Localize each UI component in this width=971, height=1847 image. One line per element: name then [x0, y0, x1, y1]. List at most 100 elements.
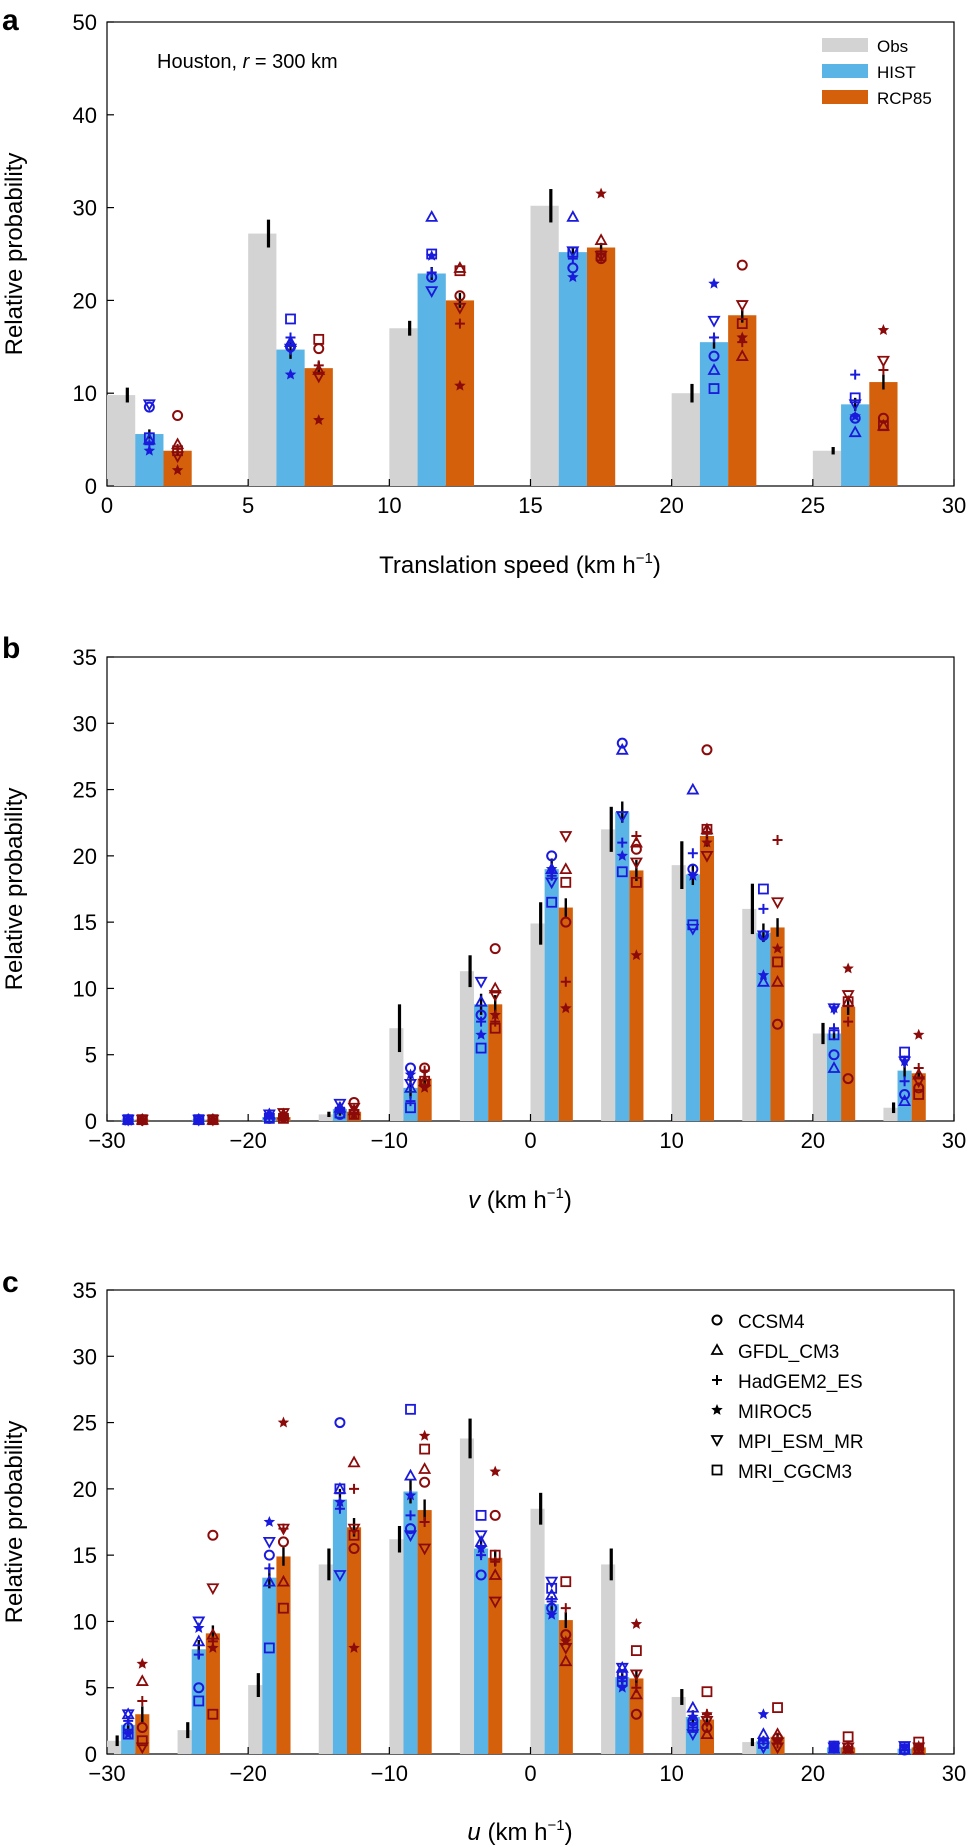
marker-b-rcp85-hadgem2_es-9 — [772, 834, 783, 845]
ytick-label-c-6: 30 — [73, 1344, 97, 1369]
marker-b-rcp85-ccsm4-9 — [772, 1018, 784, 1030]
annotation-a: Houston, r = 300 km — [157, 51, 338, 73]
xtick-label-b-5: 20 — [801, 1128, 825, 1153]
ytick-label-c-3: 15 — [73, 1543, 97, 1568]
bar-c-obs-7 — [601, 1564, 616, 1754]
marker-a-rcp85-mpi_esm_mr-1 — [312, 371, 326, 384]
legend-marker-hadgem2_es — [712, 1375, 722, 1385]
marker-c-hist-mpi_esm_mr-8 — [686, 1729, 700, 1741]
bar-b-obs-8 — [671, 865, 686, 1121]
marker-a-rcp85-mri_cgcm3-2 — [454, 265, 466, 277]
marker-a-hist-miroc5-3 — [567, 271, 579, 283]
marker-c-rcp85-mpi_esm_mr-4 — [418, 1543, 432, 1556]
xtick-label-a-5: 25 — [801, 493, 825, 518]
marker-b-rcp85-mpi_esm_mr-7 — [629, 857, 643, 870]
marker-c-hist-mri_cgcm3-8 — [687, 1722, 699, 1733]
marker-b-hist-hadgem2_es-5 — [476, 1016, 487, 1027]
marker-a-rcp85-hadgem2_es-1 — [313, 360, 324, 371]
bar-a-obs-3 — [530, 205, 559, 487]
marker-c-rcp85-miroc5-7 — [630, 1618, 643, 1629]
xtick-label-c-4: 10 — [659, 1761, 683, 1786]
legend-label-miroc5: MIROC5 — [738, 1402, 812, 1423]
marker-c-hist-miroc5-4 — [404, 1489, 417, 1501]
marker-a-hist-mri_cgcm3-2 — [426, 248, 438, 260]
marker-b-hist-gfdl_cm3-7 — [615, 742, 629, 755]
bar-c-hist-6 — [544, 1604, 559, 1754]
marker-a-rcp85-miroc5-5 — [877, 324, 890, 335]
panel-c: c CCSM4 GFDL_CM3 HadGEM2_ES MIROC5 MPI_ESM_M… — [1, 1266, 966, 1846]
xtick-label-a-4: 20 — [659, 493, 683, 518]
panel-label-c: c — [2, 1266, 19, 1299]
marker-c-hist-miroc5-6 — [545, 1608, 558, 1620]
bar-b-hist-6 — [544, 869, 559, 1121]
marker-b-rcp85-mpi_esm_mr-8 — [700, 850, 714, 863]
marker-a-rcp85-miroc5-1 — [312, 414, 325, 426]
marker-c-hist-hadgem2_es-1 — [193, 1649, 204, 1660]
ytick-label-b-4: 20 — [73, 844, 97, 869]
marker-b-rcp85-miroc5-9 — [771, 942, 784, 954]
marker-c-rcp85-mri_cgcm3-0 — [136, 1735, 148, 1747]
marker-b-hist-mri_cgcm3-3 — [334, 1107, 346, 1119]
xtick-label-a-3: 15 — [518, 493, 542, 518]
ytick-label-a-1: 10 — [73, 381, 97, 406]
marker-b-hist-mri_cgcm3-6 — [546, 896, 558, 908]
marker-b-rcp85-mri_cgcm3-1 — [207, 1114, 219, 1126]
marker-c-rcp85-mpi_esm_mr-10 — [841, 1742, 855, 1755]
marker-b-hist-gfdl_cm3-10 — [827, 1061, 841, 1073]
legend-label-obs: Obs — [877, 37, 908, 56]
marker-b-hist-miroc5-4 — [404, 1068, 417, 1080]
xlabel-a: Translation speed (km h−1) — [379, 550, 661, 579]
marker-b-hist-hadgem2_es-8 — [687, 848, 698, 859]
marker-a-hist-mri_cgcm3-1 — [285, 313, 296, 325]
marker-c-hist-mri_cgcm3-1 — [193, 1695, 205, 1707]
axes-a: 0 5 10 15 20 25 30 0 10 20 30 40 50 — [73, 10, 967, 518]
xtick-label-b-0: −30 — [88, 1128, 125, 1153]
marker-b-rcp85-hadgem2_es-7 — [631, 830, 642, 841]
bar-b-rcp85-10 — [841, 1006, 856, 1121]
marker-b-rcp85-gfdl_cm3-11 — [912, 1067, 926, 1080]
marker-a-hist-miroc5-4 — [708, 277, 720, 289]
xtick-label-c-3: 0 — [524, 1761, 536, 1786]
marker-a-hist-mpi_esm_mr-0 — [142, 399, 156, 412]
marker-c-hist-ccsm4-4 — [405, 1523, 417, 1535]
xtick-label-a-2: 10 — [377, 493, 401, 518]
ylabel-b: Relative probability — [1, 788, 28, 991]
legend-label-hadgem2_es: HadGEM2_ES — [738, 1372, 863, 1393]
marker-b-hist-gfdl_cm3-4 — [403, 1081, 418, 1093]
marker-c-hist-hadgem2_es-2 — [264, 1563, 275, 1574]
legend-swatch-hist — [822, 64, 868, 78]
marker-c-rcp85-mri_cgcm3-6 — [560, 1576, 572, 1588]
bar-b-obs-11 — [883, 1107, 898, 1121]
marker-c-rcp85-mri_cgcm3-1 — [207, 1708, 219, 1720]
marker-a-rcp85-mpi_esm_mr-5 — [876, 355, 890, 368]
marker-c-hist-hadgem2_es-4 — [405, 1510, 416, 1521]
marker-b-hist-mri_cgcm3-9 — [758, 883, 769, 895]
bar-b-hist-7 — [615, 812, 630, 1121]
marker-c-hist-mpi_esm_mr-3 — [333, 1570, 347, 1582]
ylabel-c: Relative probability — [1, 1421, 28, 1624]
legend-label-mpi_esm_mr: MPI_ESM_MR — [738, 1432, 864, 1453]
bar-a-rcp85-3 — [586, 247, 616, 486]
marker-a-hist-mri_cgcm3-4 — [708, 383, 720, 394]
ytick-label-b-5: 25 — [73, 778, 97, 803]
panel-a: a Houston, r = 300 km Obs HIST RCP85 0 5 1… — [1, 4, 966, 579]
marker-c-hist-ccsm4-2 — [263, 1549, 275, 1561]
marker-b-hist-ccsm4-7 — [616, 737, 628, 749]
marker-c-rcp85-miroc5-2 — [277, 1416, 290, 1428]
marker-b-hist-hadgem2_es-11 — [899, 1076, 910, 1087]
marker-c-rcp85-ccsm4-3 — [348, 1543, 360, 1555]
marker-b-hist-gfdl_cm3-11 — [898, 1094, 912, 1107]
marker-c-rcp85-mpi_esm_mr-2 — [276, 1523, 290, 1536]
marker-c-rcp85-hadgem2_es-3 — [349, 1483, 360, 1494]
marker-b-rcp85-miroc5-11 — [912, 1028, 925, 1040]
marker-c-hist-mpi_esm_mr-0 — [121, 1709, 135, 1722]
bar-b-obs-9 — [742, 908, 757, 1121]
marker-c-rcp85-gfdl_cm3-8 — [700, 1727, 714, 1740]
marker-a-hist-gfdl_cm3-3 — [566, 210, 580, 222]
marker-b-rcp85-gfdl_cm3-6 — [559, 862, 573, 875]
xtick-label-b-3: 0 — [524, 1128, 536, 1153]
marker-a-rcp85-miroc5-3 — [595, 187, 607, 199]
marker-c-rcp85-ccsm4-2 — [277, 1536, 289, 1548]
bar-a-obs-2 — [389, 328, 418, 486]
marker-b-rcp85-hadgem2_es-6 — [560, 976, 571, 987]
